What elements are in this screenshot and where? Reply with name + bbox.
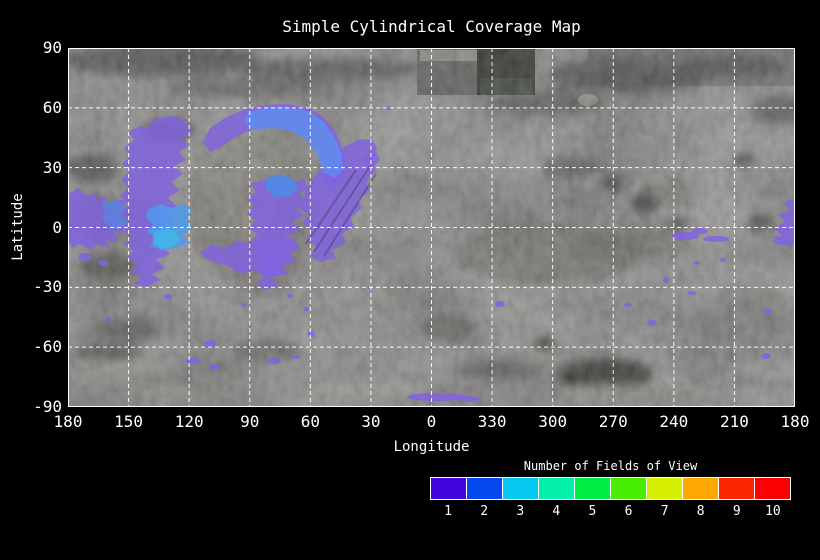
colorbar-value: 2 (480, 504, 489, 519)
y-tick-label: -30 (33, 277, 62, 297)
x-tick-label: 180 (780, 412, 810, 431)
colorbar-value: 5 (588, 504, 597, 519)
plot-border (68, 48, 795, 407)
x-tick-label: 270 (598, 412, 628, 431)
x-tick-label: 180 (53, 412, 83, 431)
colorbar-value: 1 (444, 504, 452, 519)
y-tick-label: 30 (42, 157, 62, 177)
colorbar-cell (431, 478, 466, 499)
colorbar-cell (466, 478, 502, 499)
colorbar-value: 3 (516, 504, 525, 519)
x-tick-label: 150 (114, 412, 144, 431)
x-tick-label: 30 (361, 412, 381, 431)
coverage-blue-east (265, 174, 298, 198)
page-title: Simple Cylindrical Coverage Map (282, 17, 581, 36)
colorbar-cell (538, 478, 574, 499)
colorbar-value: 7 (660, 504, 669, 519)
y-tick-label: 60 (42, 97, 62, 117)
colorbar-cell (646, 478, 682, 499)
y-tick-label: 90 (42, 38, 62, 57)
x-tick-label: 240 (659, 412, 689, 431)
x-tick-label: 210 (719, 412, 749, 431)
colorbar (430, 477, 791, 500)
x-tick-label: 330 (477, 412, 507, 431)
colorbar-value: 10 (765, 504, 781, 519)
colorbar-value: 8 (696, 504, 705, 519)
x-tick-label: 300 (538, 412, 568, 431)
colorbar-cell (682, 478, 718, 499)
x-tick-label: 120 (174, 412, 204, 431)
coverage-blue-crescent (245, 107, 343, 178)
map-image (68, 48, 795, 407)
x-tick-label: 0 (426, 412, 437, 431)
y-tick-label: -60 (33, 337, 62, 357)
coverage-east-wing (298, 139, 377, 262)
y-axis-label: Latitude (10, 193, 26, 261)
colorbar-value: 6 (624, 504, 633, 519)
coverage-scatter (78, 106, 782, 402)
colorbar-cell (754, 478, 790, 499)
colorbar-value: 4 (552, 504, 561, 519)
coverage-central-band (120, 116, 192, 287)
map-gridlines (68, 48, 795, 407)
coverage-right-edge (771, 198, 795, 245)
colorbar-cell (610, 478, 646, 499)
colorbar-cell (718, 478, 754, 499)
y-tick-label: -90 (33, 397, 62, 416)
legend-title: Number of Fields of View (523, 459, 698, 473)
x-tick-label: 90 (240, 412, 260, 431)
x-axis-label: Longitude (393, 439, 470, 455)
y-tick-label: 0 (52, 217, 62, 237)
coverage-south-lobe (200, 238, 300, 277)
colorbar-tick-labels: 1 2 3 4 5 6 7 8 9 10 (430, 504, 791, 519)
colorbar-cell (574, 478, 610, 499)
colorbar-value: 9 (732, 504, 741, 519)
x-tick-label: 60 (300, 412, 320, 431)
colorbar-cell (502, 478, 538, 499)
